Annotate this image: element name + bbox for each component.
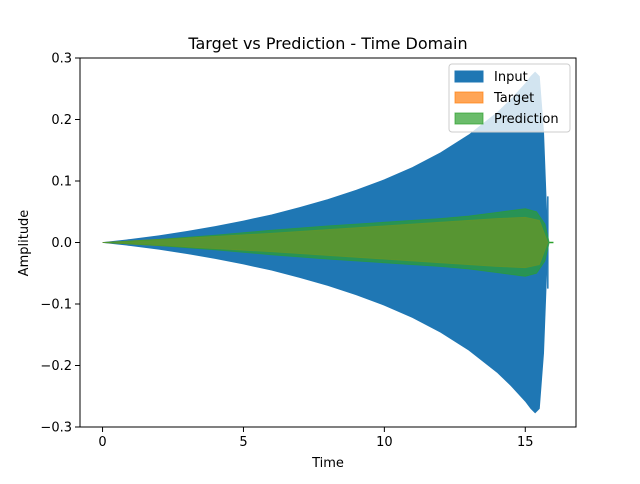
- y-tick-label: 0.0: [51, 236, 72, 251]
- y-tick-label: −0.3: [40, 421, 72, 436]
- y-tick-label: 0.2: [51, 113, 72, 128]
- x-tick-label: 5: [239, 435, 247, 450]
- legend: Input Target Prediction: [448, 63, 571, 133]
- x-tick-label: 15: [517, 435, 534, 450]
- chart-title: Target vs Prediction - Time Domain: [187, 34, 467, 53]
- y-tick-label: 0.3: [51, 52, 72, 67]
- axes-frame: [79, 57, 577, 428]
- x-axis: 0 5 10 15: [98, 427, 534, 450]
- legend-swatch-input: [454, 70, 484, 83]
- y-axis-label: Amplitude: [17, 210, 32, 277]
- y-tick-label: −0.2: [40, 359, 72, 374]
- legend-swatch-target: [454, 91, 484, 104]
- y-tick-label: −0.1: [40, 298, 72, 313]
- legend-swatch-prediction: [454, 112, 484, 125]
- legend-label-target: Target: [493, 91, 534, 106]
- x-tick-label: 10: [376, 435, 393, 450]
- legend-label-input: Input: [494, 70, 528, 85]
- x-tick-label: 0: [98, 435, 106, 450]
- legend-label-prediction: Prediction: [494, 112, 559, 127]
- x-axis-label: Time: [311, 456, 344, 471]
- plot-area: [102, 71, 554, 414]
- y-axis: 0.3 0.2 0.1 0.0 −0.1 −0.2 −0.3: [40, 52, 80, 436]
- y-tick-label: 0.1: [51, 175, 72, 190]
